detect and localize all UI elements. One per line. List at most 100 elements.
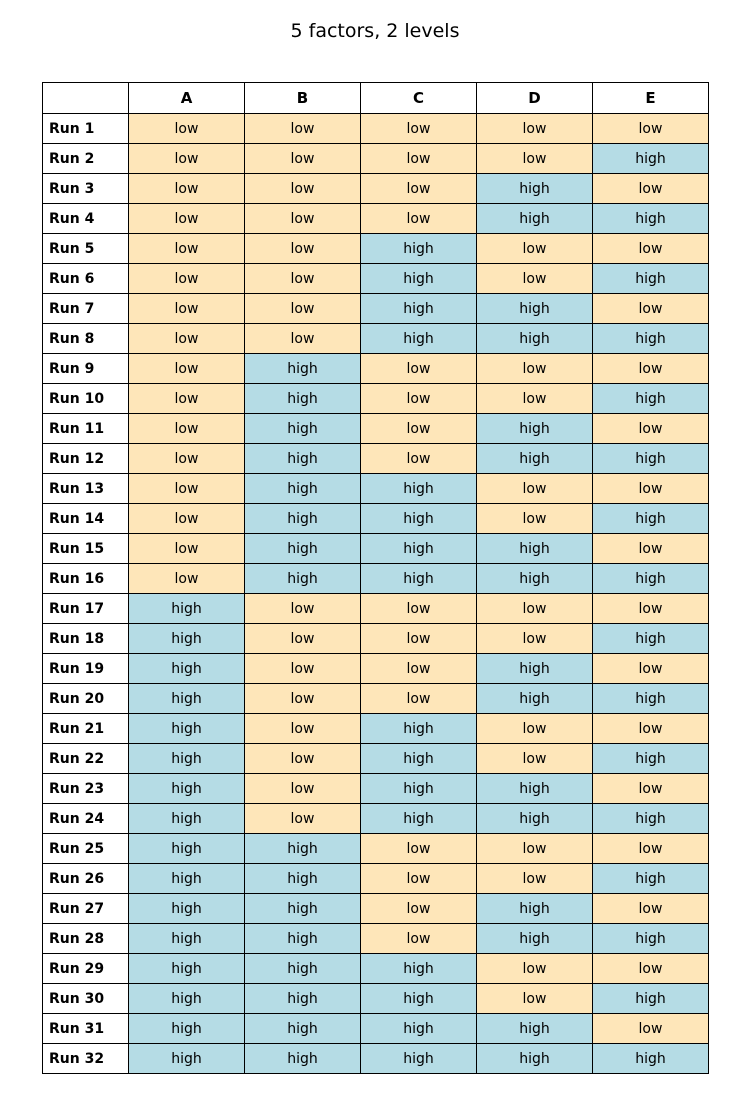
table-cell: high <box>361 324 477 354</box>
table-row: Run 6lowlowhighlowhigh <box>43 264 709 294</box>
table-cell: high <box>593 504 709 534</box>
table-cell: low <box>361 864 477 894</box>
table-cell: high <box>361 294 477 324</box>
table-row: Run 18highlowlowlowhigh <box>43 624 709 654</box>
table-cell: low <box>593 234 709 264</box>
table-cell: high <box>361 984 477 1014</box>
table-cell: high <box>129 834 245 864</box>
table-cell: low <box>361 894 477 924</box>
table-cell: high <box>593 744 709 774</box>
table-cell: low <box>477 954 593 984</box>
table-cell: high <box>593 264 709 294</box>
table-cell: low <box>361 384 477 414</box>
table-cell: high <box>245 354 361 384</box>
table-cell: high <box>477 534 593 564</box>
table-cell: low <box>245 114 361 144</box>
table-row: Run 21highlowhighlowlow <box>43 714 709 744</box>
column-header: E <box>593 83 709 114</box>
table-cell: high <box>477 1014 593 1044</box>
table-cell: high <box>245 504 361 534</box>
table-cell: low <box>477 234 593 264</box>
table-row: Run 24highlowhighhighhigh <box>43 804 709 834</box>
table-cell: high <box>361 474 477 504</box>
table-row: Run 4lowlowlowhighhigh <box>43 204 709 234</box>
header-row: ABCDE <box>43 83 709 114</box>
table-cell: low <box>593 414 709 444</box>
table-cell: high <box>593 324 709 354</box>
table-cell: low <box>361 354 477 384</box>
table-cell: high <box>477 174 593 204</box>
table-cell: high <box>477 804 593 834</box>
row-label: Run 27 <box>43 894 129 924</box>
row-label: Run 12 <box>43 444 129 474</box>
table-cell: high <box>361 534 477 564</box>
table-cell: low <box>361 444 477 474</box>
table-cell: high <box>477 924 593 954</box>
table-cell: high <box>593 564 709 594</box>
page-title: 5 factors, 2 levels <box>0 20 750 42</box>
table-cell: low <box>129 174 245 204</box>
table-cell: low <box>245 264 361 294</box>
table-row: Run 29highhighhighlowlow <box>43 954 709 984</box>
table-cell: high <box>245 444 361 474</box>
row-label: Run 2 <box>43 144 129 174</box>
table-row: Run 3lowlowlowhighlow <box>43 174 709 204</box>
table-cell: high <box>129 654 245 684</box>
table-cell: low <box>477 714 593 744</box>
table-cell: high <box>477 444 593 474</box>
table-cell: low <box>129 504 245 534</box>
table-cell: high <box>593 684 709 714</box>
row-label: Run 25 <box>43 834 129 864</box>
table-cell: low <box>593 354 709 384</box>
table-row: Run 15lowhighhighhighlow <box>43 534 709 564</box>
table-cell: high <box>129 924 245 954</box>
table-cell: high <box>129 804 245 834</box>
table-cell: low <box>593 594 709 624</box>
table-cell: high <box>245 1014 361 1044</box>
table-cell: high <box>129 894 245 924</box>
table-cell: low <box>129 264 245 294</box>
row-label: Run 1 <box>43 114 129 144</box>
row-label: Run 30 <box>43 984 129 1014</box>
row-label: Run 14 <box>43 504 129 534</box>
row-label: Run 31 <box>43 1014 129 1044</box>
table-cell: low <box>129 144 245 174</box>
table-cell: low <box>129 234 245 264</box>
table-cell: low <box>245 594 361 624</box>
table-cell: low <box>361 654 477 684</box>
table-cell: high <box>129 774 245 804</box>
table-cell: low <box>477 114 593 144</box>
row-label: Run 8 <box>43 324 129 354</box>
row-label: Run 10 <box>43 384 129 414</box>
design-table: ABCDE Run 1lowlowlowlowlowRun 2lowlowlow… <box>42 82 709 1074</box>
table-cell: low <box>477 624 593 654</box>
table-cell: low <box>245 744 361 774</box>
column-header: A <box>129 83 245 114</box>
table-row: Run 25highhighlowlowlow <box>43 834 709 864</box>
table-cell: high <box>477 684 593 714</box>
table-cell: high <box>129 984 245 1014</box>
table-row: Run 9lowhighlowlowlow <box>43 354 709 384</box>
table-cell: low <box>593 834 709 864</box>
row-label: Run 13 <box>43 474 129 504</box>
table-row: Run 31highhighhighhighlow <box>43 1014 709 1044</box>
table-cell: low <box>129 384 245 414</box>
row-label: Run 23 <box>43 774 129 804</box>
row-label: Run 26 <box>43 864 129 894</box>
table-cell: low <box>593 774 709 804</box>
table-cell: low <box>361 624 477 654</box>
table-cell: low <box>593 894 709 924</box>
table-row: Run 7lowlowhighhighlow <box>43 294 709 324</box>
table-row: Run 5lowlowhighlowlow <box>43 234 709 264</box>
table-row: Run 16lowhighhighhighhigh <box>43 564 709 594</box>
table-row: Run 28highhighlowhighhigh <box>43 924 709 954</box>
table-cell: low <box>593 654 709 684</box>
table-cell: low <box>593 474 709 504</box>
table-cell: low <box>129 294 245 324</box>
table-cell: low <box>245 624 361 654</box>
row-label: Run 7 <box>43 294 129 324</box>
table-cell: high <box>245 564 361 594</box>
table-row: Run 11lowhighlowhighlow <box>43 414 709 444</box>
table-cell: low <box>245 144 361 174</box>
table-cell: high <box>361 804 477 834</box>
